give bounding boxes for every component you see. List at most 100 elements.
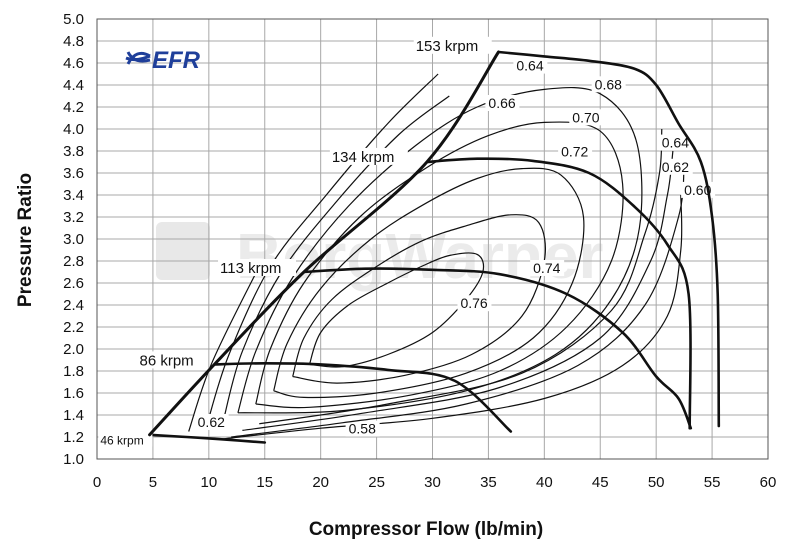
efficiency-label-bg (513, 57, 548, 74)
efficiency-island (273, 167, 585, 399)
efficiency-label: 0.58 (349, 421, 376, 437)
x-tick-label: 0 (93, 474, 101, 491)
efficiency-label: 0.72 (561, 143, 588, 159)
efficiency-label: 0.64 (516, 58, 543, 74)
axis-ticks: 0 5 10 15 20 25 30 35 40 45 50 55 60 1.0 1.2 1.4 1.6 1.8 2… (63, 11, 776, 491)
speed-label-bg (413, 36, 492, 54)
efficiency-label-bg (530, 260, 565, 276)
efficiency-label: 0.68 (595, 76, 622, 92)
efficiency-island (292, 214, 546, 384)
efficiency-label: 0.66 (488, 95, 515, 111)
y-tick-label: 2.2 (63, 319, 84, 336)
efficiency-label: 0.60 (684, 182, 711, 198)
speed-lines: 46 krpm 86 krpm 113 krpm 134 krpm 153 krpm (98, 36, 721, 448)
efficiency-island (242, 150, 674, 431)
efficiency-label-bg (485, 95, 520, 111)
y-tick-label: 3.8 (63, 143, 84, 160)
y-tick-label: 1.0 (63, 451, 84, 468)
y-tick-label: 3.6 (63, 165, 84, 182)
speed-line (148, 433, 267, 444)
speed-line (213, 361, 513, 433)
speed-line-label: 46 krpm (100, 434, 143, 448)
y-tick-label: 3.0 (63, 231, 84, 248)
efficiency-islands: 0.76 0.74 0.72 0.70 0.68 0.66 0.64 0.62 0.58 0.60… (188, 57, 716, 440)
x-tick-label: 50 (648, 474, 665, 491)
x-tick-label: 45 (592, 474, 609, 491)
y-tick-label: 1.6 (63, 385, 84, 402)
x-tick-label: 15 (256, 474, 273, 491)
y-tick-label: 1.4 (63, 407, 84, 424)
speed-line (302, 267, 693, 430)
speed-label-bg (329, 147, 408, 165)
y-tick-label: 4.2 (63, 99, 84, 116)
x-tick-label: 55 (704, 474, 721, 491)
efficiency-island (222, 95, 450, 421)
efficiency-label-bg (558, 143, 593, 160)
watermark-text: BorgWarner (236, 220, 603, 292)
efficiency-label: 0.76 (460, 295, 487, 311)
efficiency-island (231, 161, 685, 438)
speed-line (497, 50, 721, 428)
speed-line-label: 86 krpm (139, 352, 193, 369)
y-tick-label: 4.6 (63, 55, 84, 72)
efficiency-label-bg (658, 134, 693, 151)
efficiency-label: 0.62 (198, 414, 225, 430)
efficiency-label-bg (345, 420, 380, 437)
x-tick-label: 10 (200, 474, 217, 491)
efficiency-label-bg (569, 109, 604, 126)
efficiency-island (255, 121, 624, 409)
x-tick-label: 60 (760, 474, 777, 491)
plot-border (96, 18, 769, 460)
efr-logo: EFR (125, 47, 201, 74)
x-tick-label: 35 (480, 474, 497, 491)
x-axis-title: Compressor Flow (lb/min) (309, 519, 543, 540)
grid (96, 18, 769, 460)
efficiency-label-bg (457, 295, 492, 312)
logo-text: EFR (152, 47, 201, 74)
x-tick-label: 30 (424, 474, 441, 491)
efficiency-island (259, 128, 663, 425)
efficiency-label: 0.62 (662, 159, 689, 175)
speed-line (425, 157, 692, 430)
efficiency-label: 0.74 (533, 260, 560, 276)
plot-frame (96, 18, 769, 460)
speed-label-bg (98, 432, 153, 447)
y-tick-label: 4.8 (63, 33, 84, 50)
efficiency-label: 0.64 (662, 135, 689, 151)
y-tick-label: 4.4 (63, 77, 84, 94)
x-tick-label: 5 (149, 474, 157, 491)
speed-line-label: 134 krpm (332, 149, 395, 166)
speed-label-bg (218, 259, 297, 276)
y-tick-label: 2.4 (63, 297, 84, 314)
efficiency-label: 0.70 (572, 109, 599, 125)
watermark-emblem-icon (156, 222, 210, 280)
efficiency-island (206, 73, 439, 427)
surge-line (148, 50, 500, 437)
surge-line-group (148, 50, 500, 437)
y-axis-title: Pressure Ratio (15, 173, 36, 307)
y-tick-label: 2.6 (63, 275, 84, 292)
y-tick-label: 4.0 (63, 121, 84, 138)
speed-line-label: 113 krpm (220, 260, 281, 277)
efficiency-label-bg (591, 76, 626, 93)
efficiency-island (237, 87, 643, 414)
efficiency-island (188, 266, 260, 432)
efficiency-island (308, 252, 485, 368)
x-tick-label: 25 (368, 474, 385, 491)
efficiency-island (219, 194, 683, 440)
y-tick-label: 3.2 (63, 209, 84, 226)
x-tick-label: 40 (536, 474, 553, 491)
speed-label-bg (137, 351, 208, 369)
y-tick-label: 2.8 (63, 253, 84, 270)
y-tick-label: 1.8 (63, 363, 84, 380)
efr-swirl-icon (125, 51, 151, 65)
y-tick-label: 1.2 (63, 429, 84, 446)
y-tick-label: 2.0 (63, 341, 84, 358)
watermark: BorgWarner (156, 220, 603, 292)
efficiency-label-bg (658, 158, 693, 175)
y-tick-label: 5.0 (63, 11, 84, 28)
y-tick-label: 3.4 (63, 187, 84, 204)
x-tick-label: 20 (312, 474, 329, 491)
